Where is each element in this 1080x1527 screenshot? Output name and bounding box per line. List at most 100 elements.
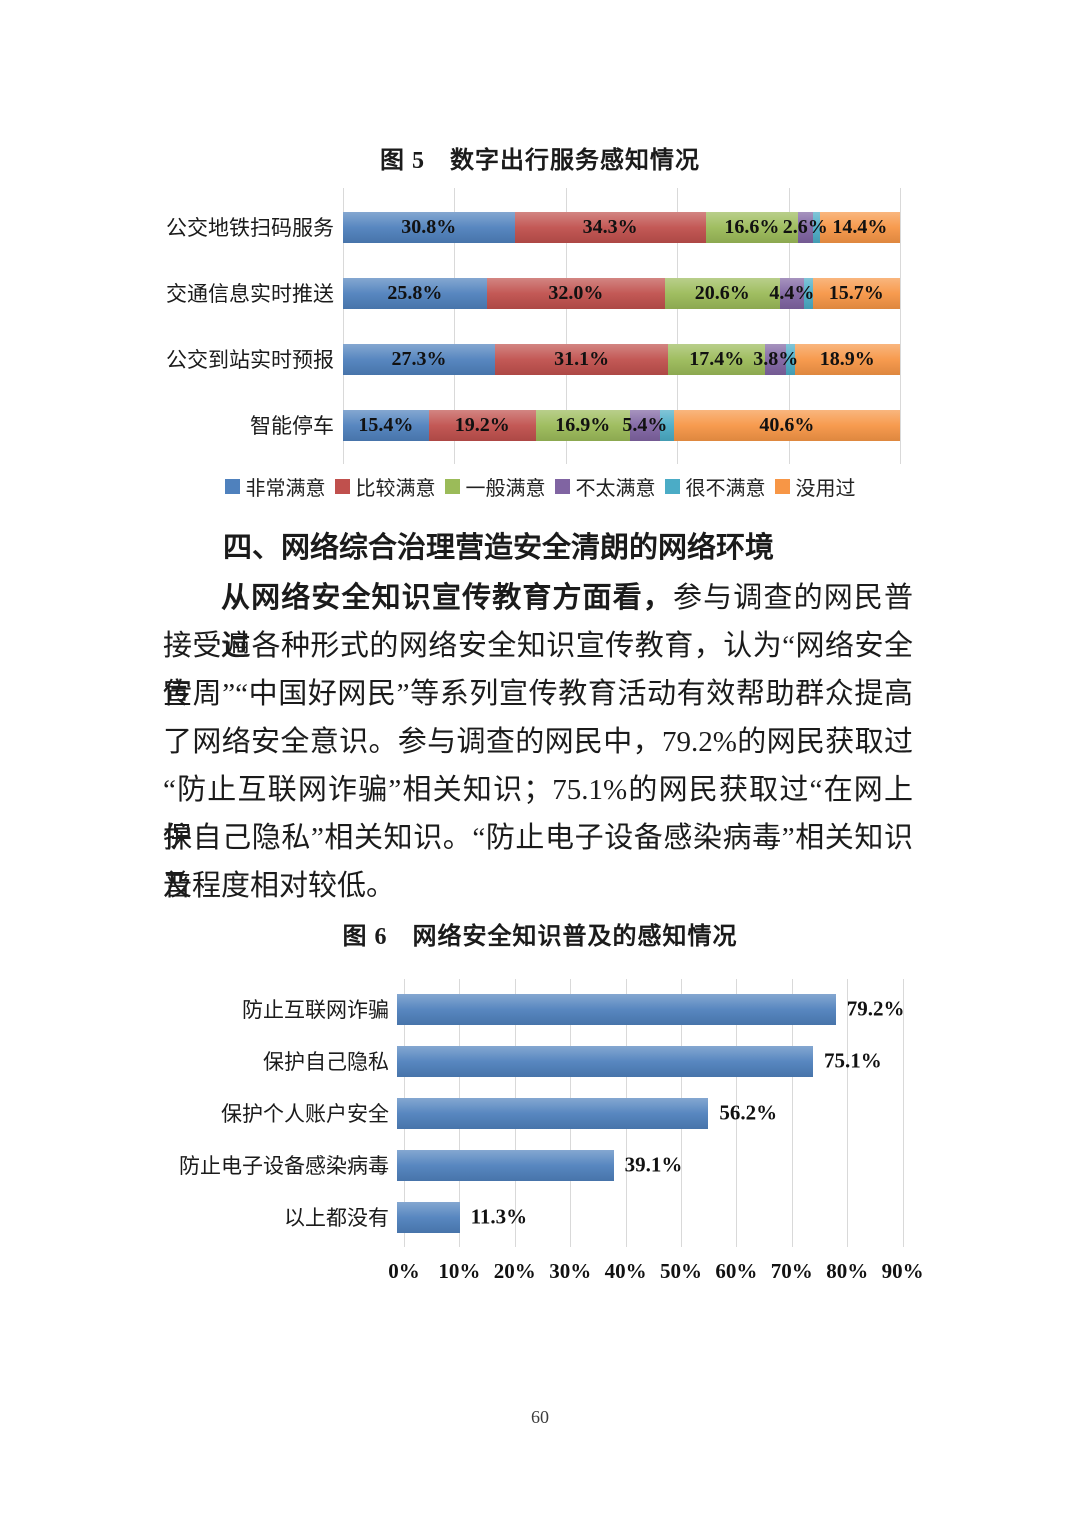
- fig6-data-label: 11.3%: [470, 1204, 528, 1229]
- gridline: [788, 188, 790, 464]
- fig6-data-label: 75.1%: [824, 1048, 882, 1073]
- legend-label: 不太满意: [575, 478, 656, 500]
- figure5-legend: 非常满意 比较满意 一般满意 不太满意 很不满意 没用过: [0, 472, 1080, 501]
- legend-label: 一般满意: [465, 478, 546, 500]
- gridline: [847, 979, 849, 1247]
- x-axis-tick-label: 0%: [388, 1259, 420, 1283]
- fig6-category-label: 防止电子设备感染病毒: [179, 1154, 389, 1178]
- x-axis-tick-label: 20%: [493, 1259, 536, 1283]
- fig6-row: 防止互联网诈骗 79.2%: [162, 983, 959, 1035]
- fig5-segment-一般满意: 16.9%: [535, 409, 630, 441]
- fig5-row: 公交地铁扫码服务 30.8% 34.3% 16.6% 2.6% 14.4%: [155, 194, 900, 260]
- x-axis-tick-label: 50%: [660, 1259, 702, 1283]
- legend-swatch-icon: [664, 479, 680, 494]
- fig5-category-label: 公交地铁扫码服务: [166, 216, 334, 240]
- fig6-category-label: 保护个人账户安全: [221, 1102, 389, 1126]
- fig5-data-label: 17.4%: [689, 347, 745, 370]
- fig5-data-label: 5.4%: [622, 413, 668, 436]
- x-axis-tick-label: 40%: [604, 1259, 647, 1283]
- fig5-segment-没用过: 14.4%: [819, 211, 900, 243]
- paragraph-line: 传周”“中国好网民”等系列宣传教育活动有效帮助群众提高: [163, 678, 913, 710]
- legend-item-比较满意: 比较满意: [334, 472, 436, 501]
- paragraph-line: 从网络安全知识宣传教育方面看，参与调查的网民普遍: [163, 574, 913, 662]
- fig5-data-label: 4.4%: [769, 281, 815, 304]
- fig6-category-label: 以上都没有: [284, 1206, 389, 1230]
- figure5-gridlines: [343, 188, 901, 464]
- x-axis-tick-label: 90%: [881, 1259, 924, 1283]
- x-axis-tick-label: 80%: [826, 1259, 869, 1283]
- legend-swatch-icon: [224, 479, 240, 494]
- fig5-data-label: 2.6%: [782, 215, 828, 238]
- fig5-category-label: 交通信息实时推送: [166, 282, 334, 306]
- fig5-data-label: 27.3%: [391, 347, 447, 370]
- fig5-segment-比较满意: 31.1%: [495, 343, 669, 375]
- fig5-data-label: 32.0%: [548, 281, 604, 304]
- fig5-row: 交通信息实时推送 25.8% 32.0% 20.6% 4.4% 15.7%: [155, 260, 900, 326]
- page-number: 60: [531, 1407, 549, 1427]
- fig5-segment-不太满意: 2.6%: [783, 211, 828, 243]
- fig6-data-label: 39.1%: [624, 1152, 683, 1177]
- legend-item-一般满意: 一般满意: [444, 472, 546, 501]
- x-axis-tick-label: 70%: [770, 1259, 813, 1283]
- fig5-segment-一般满意: 17.4%: [668, 343, 766, 375]
- fig6-bar: [397, 993, 836, 1025]
- fig6-row: 防止电子设备感染病毒 39.1%: [162, 1139, 959, 1191]
- figure5-title: 图 5 数字出行服务感知情况: [380, 148, 700, 174]
- legend-swatch-icon: [444, 479, 460, 494]
- paragraph-line: “防止互联网诈骗”相关知识；75.1%的网民获取过“在网上保: [163, 774, 913, 854]
- legend-label: 比较满意: [355, 478, 436, 500]
- legend-label: 很不满意: [685, 478, 766, 500]
- fig5-segment-没用过: 40.6%: [673, 409, 900, 441]
- figure6-title: 图 6 网络安全知识普及的感知情况: [342, 924, 738, 950]
- fig5-segment-非常满意: 15.4%: [343, 409, 429, 441]
- legend-swatch-icon: [334, 479, 350, 494]
- figure5-rows: 公交地铁扫码服务 30.8% 34.3% 16.6% 2.6% 14.4% 交通信息实时推送…: [155, 194, 900, 458]
- fig5-segment-一般满意: 20.6%: [664, 277, 780, 309]
- fig5-data-label: 25.8%: [387, 281, 443, 304]
- fig5-segment-比较满意: 19.2%: [428, 409, 536, 441]
- fig5-data-label: 31.1%: [554, 347, 610, 370]
- fig5-bar-track: 30.8% 34.3% 16.6% 2.6% 14.4%: [343, 211, 900, 243]
- fig5-bar-track: 27.3% 31.1% 17.4% 3.8% 18.9%: [343, 343, 900, 375]
- fig5-row: 公交到站实时预报 27.3% 31.1% 17.4% 3.8% 18.9%: [155, 326, 900, 392]
- gridline: [791, 979, 793, 1247]
- fig5-segment-很不满意: [804, 277, 813, 309]
- fig5-data-label: 15.4%: [358, 413, 414, 436]
- fig6-bar: [397, 1097, 709, 1129]
- fig6-category-label: 防止互联网诈骗: [242, 998, 389, 1022]
- gridline: [454, 188, 456, 464]
- fig6-data-label: 79.2%: [846, 996, 905, 1021]
- fig5-segment-不太满意: 4.4%: [769, 277, 814, 309]
- figure5-chart: 公交地铁扫码服务 30.8% 34.3% 16.6% 2.6% 14.4% 交通信息实时推送…: [155, 188, 901, 464]
- legend-label: 没用过: [795, 478, 856, 500]
- legend-label: 非常满意: [245, 478, 326, 500]
- fig5-segment-非常满意: 25.8%: [343, 277, 487, 309]
- fig6-bar-track: 39.1%: [397, 1149, 951, 1181]
- fig5-bar-track: 25.8% 32.0% 20.6% 4.4% 15.7%: [343, 277, 900, 309]
- gridline: [343, 188, 344, 464]
- figure6-rows: 防止互联网诈骗 79.2% 保护自己隐私 75.1% 保护个人账户安全 56.2% 防止电子…: [162, 983, 959, 1243]
- fig6-bar-track: 75.1%: [397, 1045, 951, 1077]
- paragraph-line: 及程度相对较低。: [163, 870, 396, 902]
- paragraph-continued: 接受过各种形式的网络安全知识宣传教育，认为“网络安全宣 传周”“中国好网民”等系列…: [163, 622, 913, 910]
- fig5-category-label: 公交到站实时预报: [166, 348, 334, 372]
- fig5-bar-track: 15.4% 19.2% 16.9% 5.4% 40.6%: [343, 409, 900, 441]
- fig5-data-label: 19.2%: [454, 413, 510, 436]
- fig5-segment-没用过: 18.9%: [794, 343, 900, 375]
- fig6-data-label: 56.2%: [719, 1100, 778, 1125]
- paragraph-line: 接受过各种形式的网络安全知识宣传教育，认为“网络安全宣: [163, 630, 913, 710]
- fig5-segment-非常满意: 27.3%: [343, 343, 496, 375]
- fig5-row: 智能停车 15.4% 19.2% 16.9% 5.4% 40.6%: [155, 392, 900, 458]
- fig5-data-label: 30.8%: [401, 215, 457, 238]
- fig5-segment-比较满意: 32.0%: [486, 277, 665, 309]
- fig5-data-label: 3.8%: [753, 347, 799, 370]
- gridline: [900, 188, 901, 464]
- gridline: [902, 979, 904, 1247]
- gridline: [677, 188, 679, 464]
- fig5-segment-没用过: 15.7%: [812, 277, 900, 309]
- fig5-segment-不太满意: 3.8%: [753, 343, 798, 375]
- fig5-segment-非常满意: 30.8%: [343, 211, 515, 243]
- x-axis-tick-label: 10%: [438, 1259, 481, 1283]
- fig6-bar: [397, 1149, 614, 1181]
